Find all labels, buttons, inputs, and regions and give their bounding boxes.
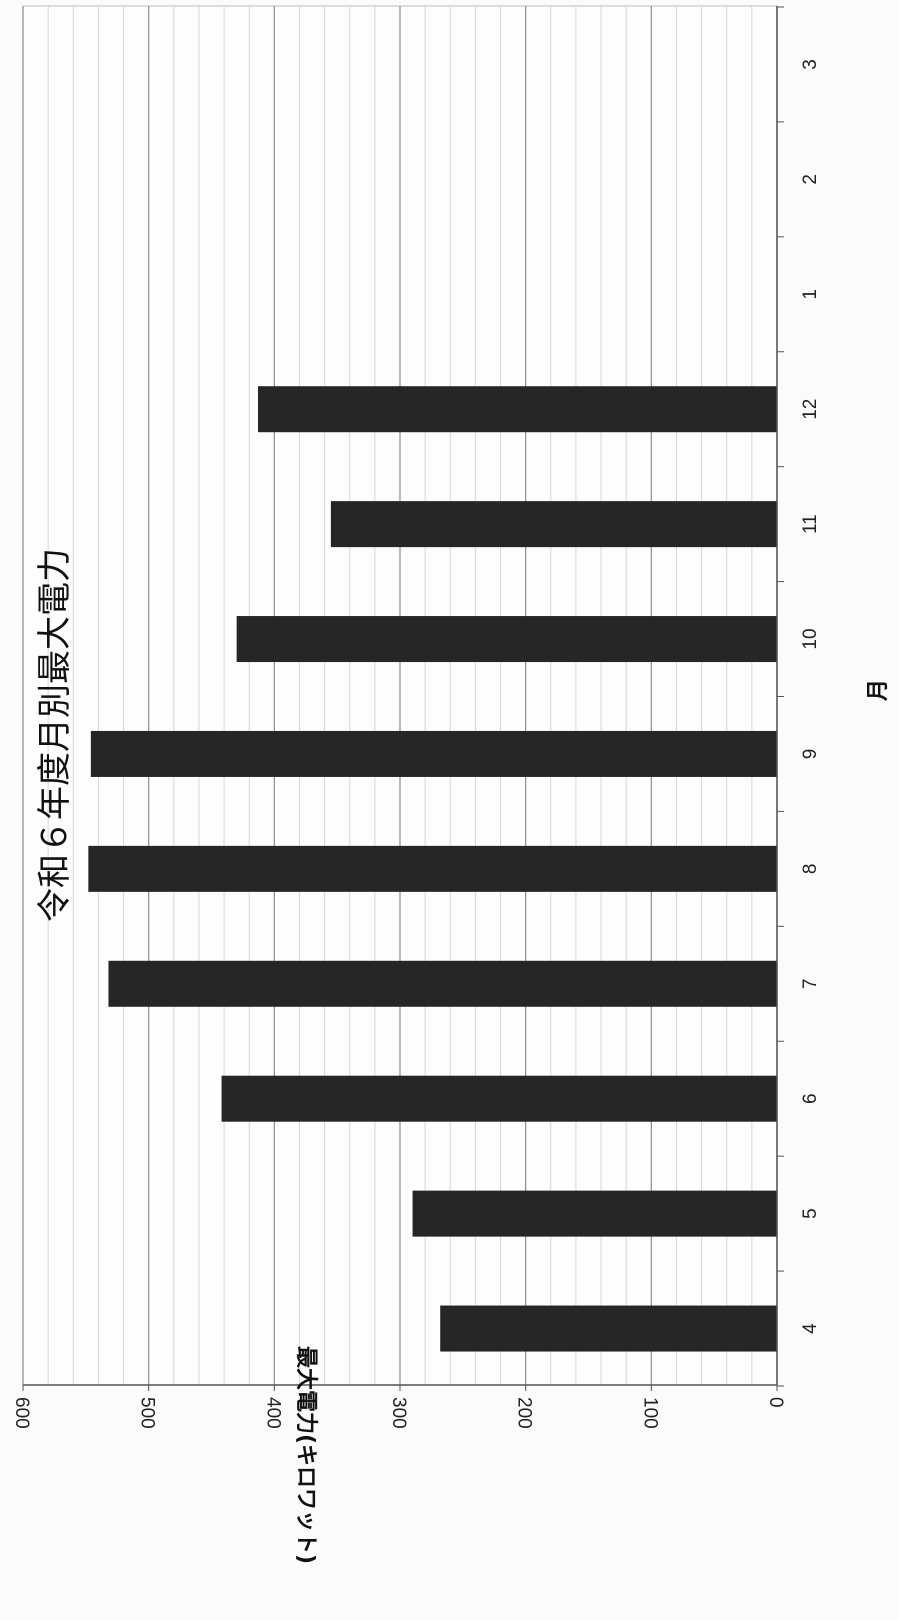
value-label-500: 500 bbox=[137, 1397, 158, 1429]
bar-month-11 bbox=[330, 501, 777, 548]
value-label-400: 400 bbox=[262, 1397, 283, 1429]
bars bbox=[88, 386, 778, 1352]
value-label-100: 100 bbox=[639, 1397, 660, 1429]
bar-month-9 bbox=[90, 730, 778, 777]
value-label-600: 600 bbox=[11, 1397, 32, 1429]
category-label-9: 9 bbox=[800, 749, 821, 760]
value-label-0: 0 bbox=[765, 1397, 786, 1408]
category-label-5: 5 bbox=[800, 1208, 821, 1219]
bar-month-12 bbox=[257, 386, 777, 433]
chart-title: 令和６年度月別最大電力 bbox=[35, 548, 75, 922]
category-label-3: 3 bbox=[800, 59, 821, 70]
bar-month-5 bbox=[412, 1190, 777, 1237]
value-label-200: 200 bbox=[514, 1397, 535, 1429]
value-label-300: 300 bbox=[388, 1397, 409, 1429]
category-label-12: 12 bbox=[800, 399, 821, 420]
axes bbox=[22, 6, 784, 1391]
bar-month-4 bbox=[440, 1305, 777, 1352]
category-label-11: 11 bbox=[800, 514, 821, 534]
category-label-2: 2 bbox=[800, 174, 821, 185]
y-axis-title: 最大電力(キロワット) bbox=[293, 1346, 318, 1564]
x-axis-title: 月 bbox=[866, 679, 891, 702]
bar-month-10 bbox=[236, 616, 778, 663]
bar-month-7 bbox=[108, 960, 778, 1007]
category-label-6: 6 bbox=[800, 1093, 821, 1104]
bar-month-6 bbox=[221, 1075, 777, 1122]
bar-month-8 bbox=[88, 845, 777, 892]
category-label-8: 8 bbox=[800, 864, 821, 875]
category-label-4: 4 bbox=[800, 1323, 821, 1334]
category-label-7: 7 bbox=[800, 979, 821, 990]
category-label-1: 1 bbox=[800, 289, 821, 300]
category-label-10: 10 bbox=[800, 628, 821, 649]
